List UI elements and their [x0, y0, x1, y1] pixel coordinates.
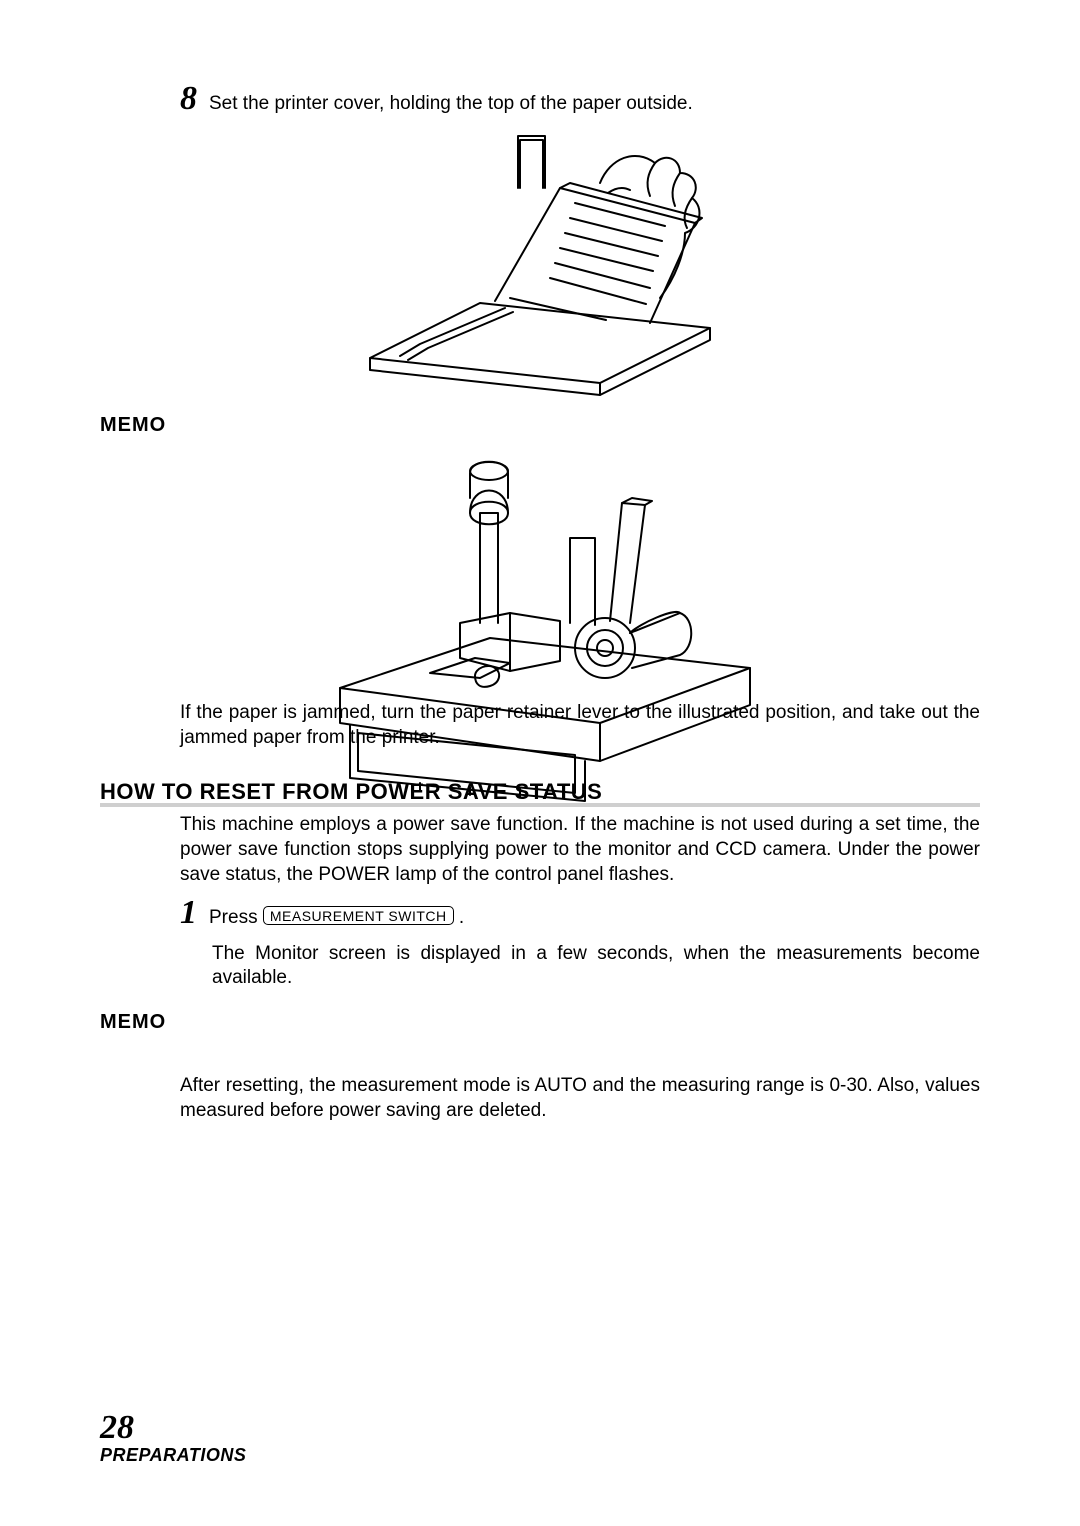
step-8-text: Set the printer cover, holding the top o…	[209, 93, 693, 115]
memo-1-label: MEMO	[100, 414, 980, 437]
step-8: 8 Set the printer cover, holding the top…	[180, 80, 980, 118]
memo-2-label: MEMO	[100, 1011, 980, 1034]
figure-printer-cover	[100, 128, 980, 398]
press-label: Press	[209, 907, 263, 928]
measurement-switch-key: MEASUREMENT SWITCH	[263, 906, 454, 926]
memo-2-text: After resetting, the measurement mode is…	[180, 1074, 980, 1123]
step-1-result: The Monitor screen is displayed in a few…	[212, 942, 980, 991]
press-period: .	[454, 907, 465, 928]
step-8-number: 8	[180, 80, 197, 118]
step-1-line: Press MEASUREMENT SWITCH .	[209, 906, 464, 929]
step-1-number: 1	[180, 894, 197, 932]
section-intro: This machine employs a power save functi…	[180, 813, 980, 887]
page: 8 Set the printer cover, holding the top…	[0, 0, 1080, 1526]
page-number: 28	[100, 1411, 246, 1445]
footer-label: PREPARATIONS	[100, 1445, 246, 1466]
memo-1-text: If the paper is jammed, turn the paper r…	[180, 701, 980, 750]
page-footer: 28 PREPARATIONS	[100, 1411, 246, 1466]
step-1: 1 Press MEASUREMENT SWITCH .	[180, 894, 980, 932]
printer-cover-svg	[350, 128, 730, 398]
